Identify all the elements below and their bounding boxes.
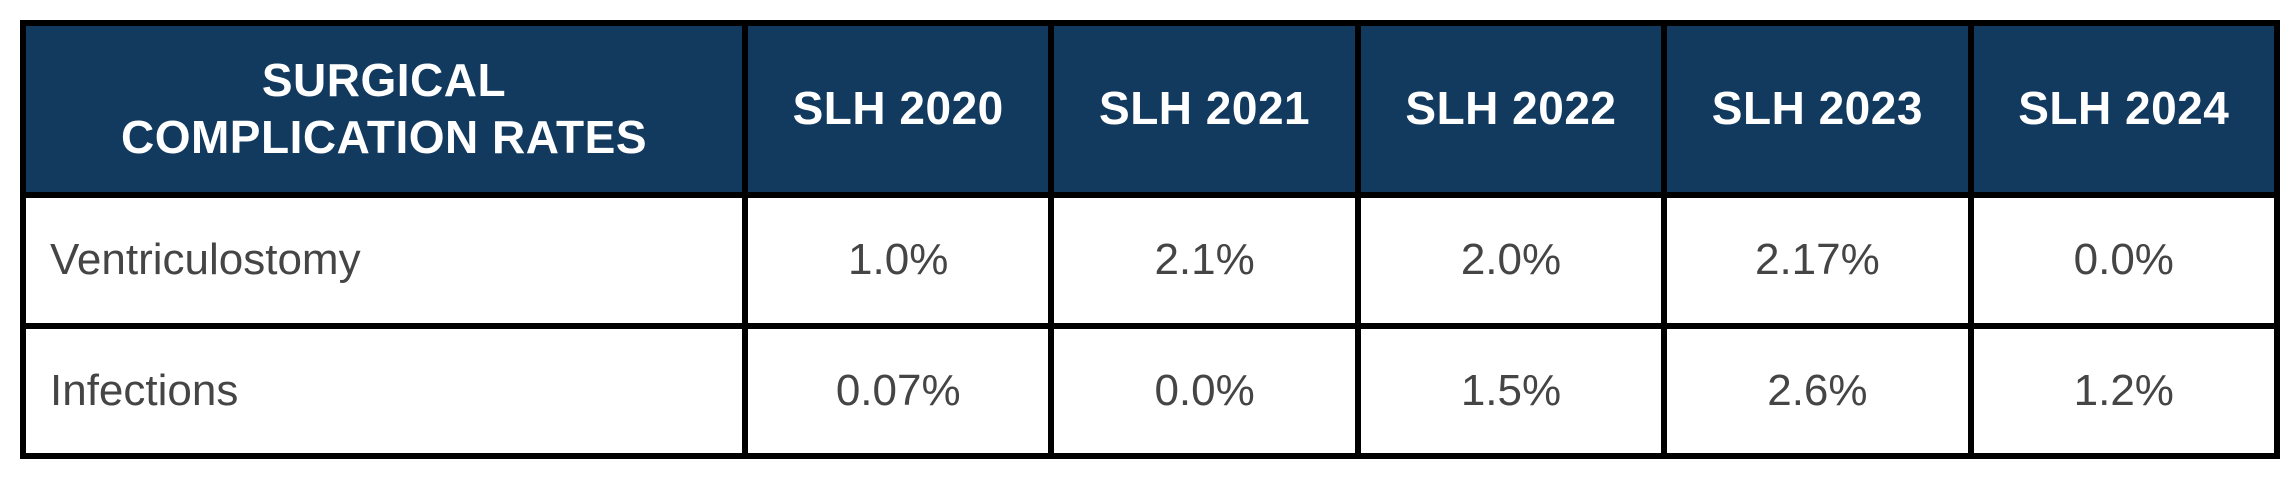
table-header: SURGICAL COMPLICATION RATES SLH 2020 SLH…	[20, 20, 2281, 198]
column-header-slh-2021: SLH 2021	[1048, 20, 1361, 198]
cell-infections-2022: 1.5%	[1354, 322, 1668, 459]
cell-infections-2020: 0.07%	[741, 322, 1055, 459]
column-header-slh-2022: SLH 2022	[1354, 20, 1668, 198]
cell-infections-2023: 2.6%	[1661, 322, 1974, 459]
cell-ventriculostomy-2024: 0.0%	[1967, 192, 2281, 329]
cell-infections-2024: 1.2%	[1967, 322, 2281, 459]
cell-ventriculostomy-2022: 2.0%	[1354, 192, 1668, 329]
column-header-slh-2023: SLH 2023	[1661, 20, 1974, 198]
table-row-ventriculostomy: Ventriculostomy 1.0% 2.1% 2.0% 2.17% 0.0…	[20, 192, 2281, 329]
table-row-infections: Infections 0.07% 0.0% 1.5% 2.6% 1.2%	[20, 322, 2281, 459]
column-header-slh-2024: SLH 2024	[1967, 20, 2281, 198]
cell-ventriculostomy-2021: 2.1%	[1048, 192, 1361, 329]
header-row: SURGICAL COMPLICATION RATES SLH 2020 SLH…	[20, 20, 2281, 198]
table-title-cell: SURGICAL COMPLICATION RATES	[20, 20, 748, 198]
row-label-ventriculostomy: Ventriculostomy	[20, 192, 748, 329]
cell-ventriculostomy-2023: 2.17%	[1661, 192, 1974, 329]
table-body: Ventriculostomy 1.0% 2.1% 2.0% 2.17% 0.0…	[20, 192, 2281, 459]
cell-ventriculostomy-2020: 1.0%	[741, 192, 1055, 329]
row-label-infections: Infections	[20, 322, 748, 459]
column-header-slh-2020: SLH 2020	[741, 20, 1055, 198]
surgical-complication-rates-table: SURGICAL COMPLICATION RATES SLH 2020 SLH…	[20, 20, 2281, 459]
cell-infections-2021: 0.0%	[1048, 322, 1361, 459]
table-title: SURGICAL COMPLICATION RATES	[120, 53, 648, 164]
